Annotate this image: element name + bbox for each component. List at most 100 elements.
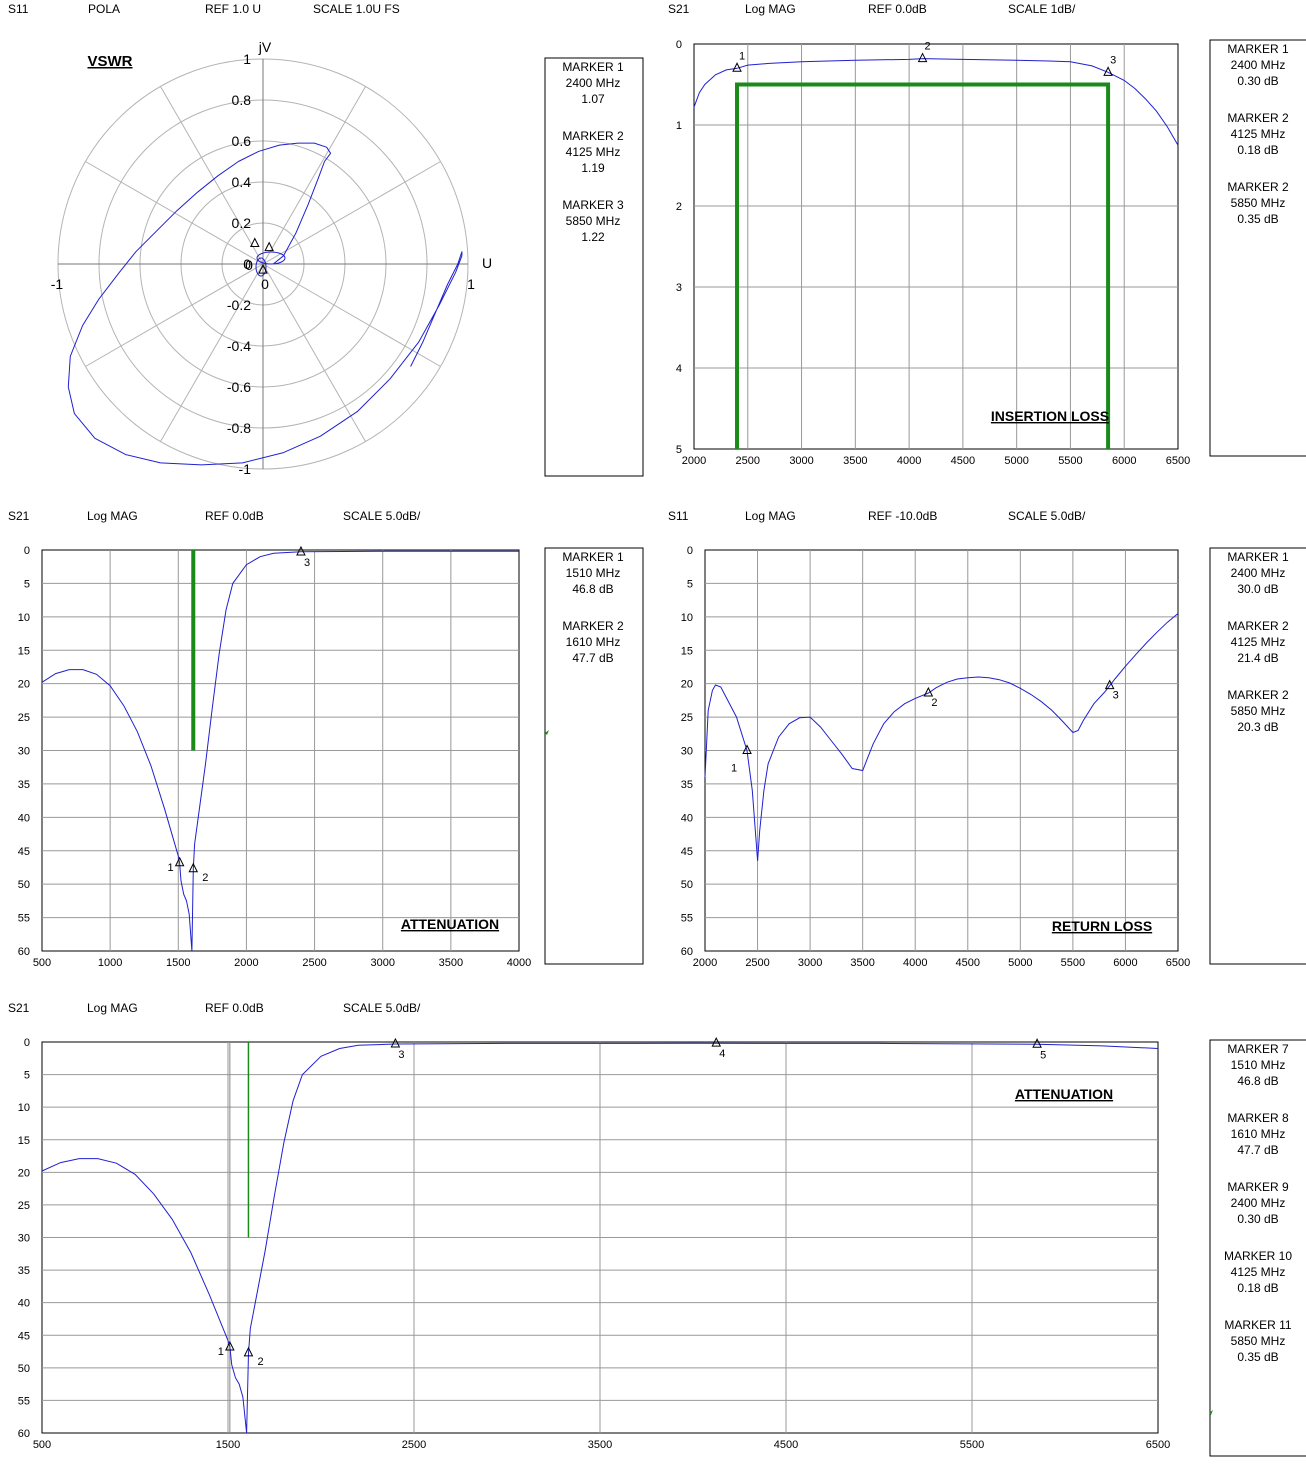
marker-readout-line: 1510 MHz: [1231, 1058, 1286, 1072]
marker-3-icon: [296, 545, 306, 556]
y-tick-label: -0.8: [227, 420, 251, 436]
y-axis-label: jV: [258, 39, 272, 55]
x-tick-label: 6500: [1166, 455, 1190, 467]
chart-title: INSERTION LOSS: [991, 408, 1109, 424]
marker-readout-line: 1610 MHz: [1231, 1127, 1286, 1141]
marker-readout-box: [1209, 1039, 1306, 1457]
marker-2-icon: [917, 52, 928, 63]
polar-grid-spoke: [262, 86, 366, 265]
marker-1-icon: [174, 856, 185, 867]
y-tick-label: 60: [18, 1428, 30, 1440]
marker-label: 2: [925, 41, 931, 53]
chart-title: RETURN LOSS: [1052, 918, 1152, 934]
marker-readout-line: 4125 MHz: [1231, 127, 1286, 141]
y-tick-label: 2: [676, 201, 682, 213]
marker-readout-line: MARKER 1: [562, 60, 624, 74]
measurement-trace: [41, 1042, 1159, 1434]
y-tick-label: 45: [681, 846, 693, 858]
measurement-trace: [693, 58, 1179, 146]
y-tick-label: 10: [18, 612, 30, 624]
marker-label: 3: [1110, 54, 1116, 66]
y-tick-label: 15: [18, 645, 30, 657]
marker-readout-line: 47.7 dB: [1237, 1143, 1278, 1157]
plot-insertion-loss: 2000 2500 3000 3500 4000 4500 5000 5500 6000 6500…: [676, 39, 1190, 467]
marker-readout-line: MARKER 2: [562, 619, 624, 633]
marker-readout-line: 1.19: [581, 161, 605, 175]
marker-readout-line: MARKER 7: [1227, 1042, 1289, 1056]
y-tick-label: 0.8: [232, 92, 252, 108]
marker-readout-box: [544, 547, 644, 965]
y-tick-label: 15: [18, 1135, 30, 1147]
y-tick-label: 20: [18, 679, 30, 691]
polar-grid-spoke: [262, 161, 441, 265]
chart-title: ATTENUATION: [1015, 1086, 1113, 1102]
marker-readout-line: 0.35 dB: [1237, 1350, 1278, 1364]
x-tick-label: 6000: [1112, 455, 1136, 467]
marker-1-icon: [249, 237, 260, 247]
y-tick-label: 0: [24, 1037, 30, 1049]
y-tick-label: 60: [681, 946, 693, 958]
y-tick-label: 25: [18, 712, 30, 724]
chart-title: ATTENUATION: [401, 916, 499, 932]
plot-return-loss: 2000 2500 3000 3500 4000 4500 5000 5500 6000 6500…: [681, 545, 1190, 969]
mask-edge-icon: [1209, 1410, 1213, 1415]
x-tick-label: 3000: [370, 957, 394, 969]
y-tick-label: 1: [676, 120, 682, 132]
marker-1-icon: [225, 1340, 235, 1351]
y-tick-label: 30: [18, 746, 30, 758]
chart-header-text: Log MAG: [87, 1001, 138, 1015]
marker-readout-line: 2400 MHz: [1231, 58, 1286, 72]
chart-header-text: Log MAG: [745, 509, 796, 523]
y-tick-label: 50: [18, 1363, 30, 1375]
marker-readout-line: 4125 MHz: [1231, 635, 1286, 649]
marker-3-icon: [1103, 66, 1113, 76]
chart-header-text: SCALE 1.0U FS: [313, 2, 400, 16]
x-tick-label: 500: [33, 1439, 51, 1451]
x-tick-label: 2000: [234, 957, 258, 969]
marker-readout-line: 5850 MHz: [1231, 1334, 1286, 1348]
marker-readout-line: 46.8 dB: [1237, 1074, 1278, 1088]
plot-vswr: 10.80.60.40.20-0.2-0.4-0.6-0.8-1-100 1UjV…: [51, 39, 492, 477]
x-tick-label: 2500: [302, 957, 326, 969]
marker-readout-line: 30.0 dB: [1237, 582, 1278, 596]
y-tick-label: 40: [18, 812, 30, 824]
y-tick-label: 20: [681, 679, 693, 691]
marker-readout-line: MARKER 2: [1227, 111, 1289, 125]
y-tick-label: 10: [681, 612, 693, 624]
x-tick-label: 3500: [439, 957, 463, 969]
y-tick-label: 35: [681, 779, 693, 791]
marker-readout-line: 0.35 dB: [1237, 212, 1278, 226]
marker-label: 2: [257, 1356, 263, 1368]
marker-readout-line: 1510 MHz: [566, 566, 621, 580]
chart-title: VSWR: [88, 53, 133, 70]
x-tick-label: 0: [245, 257, 253, 273]
marker-readout-line: 4125 MHz: [1231, 1265, 1286, 1279]
measurement-trace-loop: [255, 257, 267, 277]
x-tick-label: 6500: [1166, 957, 1190, 969]
y-tick-label: 45: [18, 846, 30, 858]
measurement-trace-loop: [256, 251, 286, 265]
x-tick-label: 4500: [956, 957, 980, 969]
marker-2-icon: [243, 1346, 254, 1357]
x-tick-label: 3000: [798, 957, 822, 969]
x-tick-label: 2500: [736, 455, 760, 467]
plot-attenuation-small: 500 1000 1500 2000 2500 3000 3500 4000 0 5 10 15 20 2…: [18, 545, 531, 969]
marker-readout-line: 20.3 dB: [1237, 720, 1278, 734]
marker-label: 1: [218, 1346, 224, 1358]
x-tick-label: 6000: [1113, 957, 1137, 969]
y-tick-label: 10: [18, 1102, 30, 1114]
y-tick-label: 40: [18, 1298, 30, 1310]
marker-readout-line: 5850 MHz: [566, 214, 621, 228]
mask-edge-icon: [545, 730, 549, 735]
y-tick-label: 55: [18, 1395, 30, 1407]
marker-readout-line: MARKER 1: [1227, 42, 1289, 56]
chart-header-text: REF 1.0 U: [205, 2, 261, 16]
marker-label: 5: [1040, 1049, 1046, 1061]
chart-header-text: S21: [8, 509, 30, 523]
marker-label: 3: [304, 557, 310, 569]
marker-readout-line: 1.07: [581, 92, 605, 106]
spec-mask-line: [735, 82, 1111, 449]
marker-readout-line: 2400 MHz: [566, 76, 621, 90]
